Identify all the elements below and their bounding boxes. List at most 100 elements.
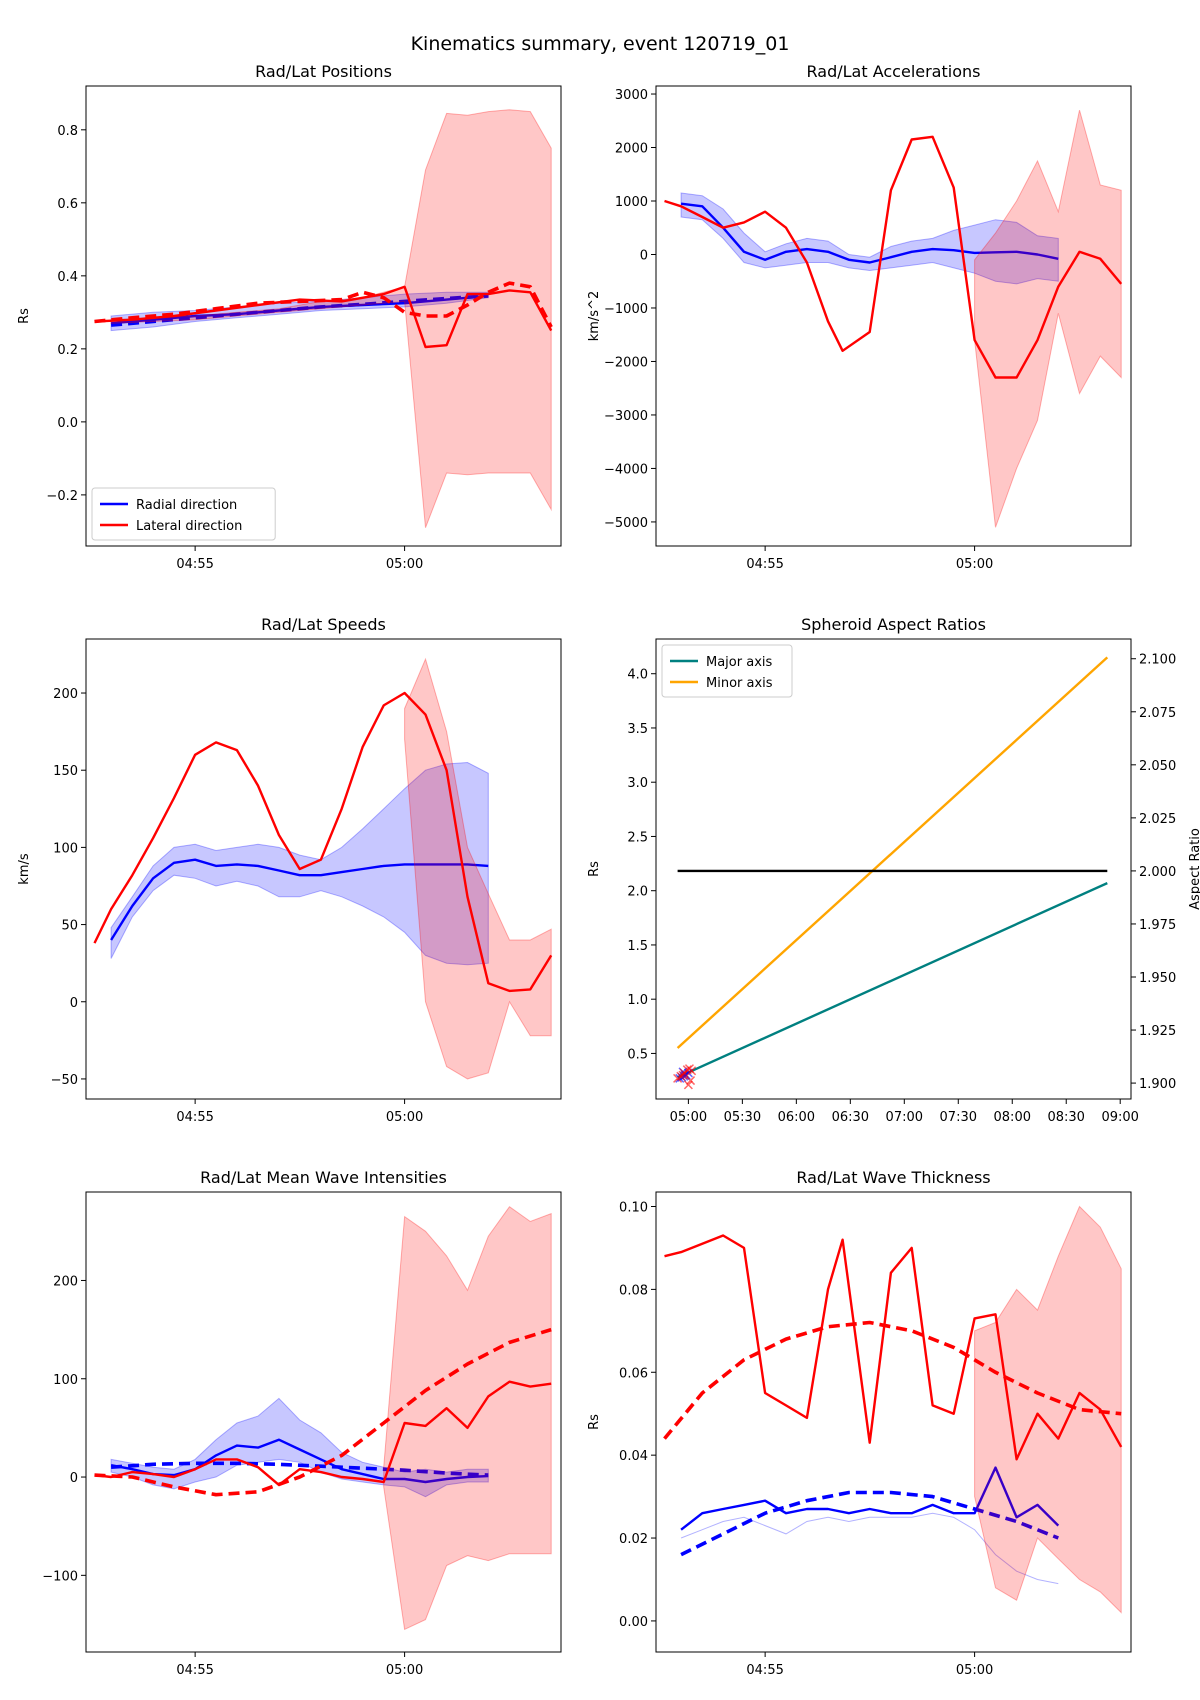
y2-tick-label: 1.900: [1139, 1077, 1176, 1092]
y-axis-label: Rs: [17, 308, 32, 324]
y-tick-label: 200: [53, 1274, 78, 1289]
series-lateral-band: [383, 1206, 552, 1631]
y2-tick-label: 2.050: [1139, 759, 1176, 774]
y-tick-label: −2000: [604, 355, 648, 370]
x-tick-label: 04:55: [176, 1663, 213, 1678]
y2-tick-label: 1.925: [1139, 1024, 1176, 1039]
series-lateral-fit: [94, 1327, 552, 1497]
x-tick-label: 04:55: [176, 1110, 213, 1125]
x-tick-label: 04:55: [176, 557, 213, 572]
y-tick-label: 150: [53, 764, 78, 779]
legend: Radial direction Lateral direction: [91, 487, 276, 541]
y-tick-label: 0.08: [619, 1283, 648, 1298]
x-tick-label: 04:55: [746, 557, 783, 572]
x-tick-label: 07:00: [886, 1110, 923, 1125]
y-tick-label: 1.0: [627, 993, 648, 1008]
series-radial-line: [680, 202, 1059, 264]
marker-lateral-markers-8: [686, 1076, 696, 1086]
y-tick-label: −4000: [604, 462, 648, 477]
series-radial-band: [110, 761, 489, 966]
y-tick-label: 2.5: [627, 830, 648, 845]
series-radial-fit: [680, 1490, 1059, 1557]
series-lateral-fit: [94, 281, 553, 328]
y-tick-label: 2.0: [627, 885, 648, 900]
y-tick-label: 0.02: [619, 1532, 648, 1547]
series-lateral-line: [94, 285, 553, 349]
chart-positions: 04:55 05:00 −0.2 0.0 0.2 0.4 0.6 0.8 Rad/Lat Pos…: [17, 62, 562, 572]
y-tick-label: 0.00: [619, 1615, 648, 1630]
chart-aspect: 05:00 05:30 06:00 06:30 07:00 07:30 08:00 08:30…: [587, 615, 1200, 1125]
x-tick-label: 04:55: [746, 1663, 783, 1678]
y-tick-label: −5000: [604, 516, 648, 531]
chart-accelerations: 04:55 05:00 −5000 −4000 −3000 −2000 −1000 0 1000…: [587, 62, 1132, 572]
x-tick-label: 05:00: [386, 557, 423, 572]
series-major-line: [677, 882, 1108, 1079]
series-radial-fit: [110, 294, 489, 327]
axes-frame: [85, 638, 562, 1100]
y-tick-label: 100: [53, 1373, 78, 1388]
y-tick-label: 0.2: [57, 343, 78, 358]
chart-title: Rad/Lat Positions: [255, 62, 392, 81]
legend-label: Radial direction: [136, 498, 237, 513]
chart-panels: 04:55 05:00 −0.2 0.0 0.2 0.4 0.6 0.8 Rad/Lat Pos…: [17, 62, 1200, 1678]
y-tick-label: −0.2: [46, 489, 78, 504]
y-tick-label: −100: [42, 1569, 78, 1584]
legend-box: [661, 644, 793, 698]
y2-tick-label: 1.975: [1139, 918, 1176, 933]
y-tick-label: −3000: [604, 409, 648, 424]
axes-frame: [655, 638, 1132, 1100]
y-tick-label: 50: [61, 919, 78, 934]
y-tick-label: 1.5: [627, 939, 648, 954]
series-lateral-band: [974, 1205, 1122, 1614]
chart-title: Rad/Lat Mean Wave Intensities: [200, 1168, 447, 1187]
y-tick-label: 0: [640, 248, 648, 263]
y-tick-label: 0: [70, 996, 78, 1011]
x-tick-label: 05:00: [670, 1110, 707, 1125]
series-lateral-line: [664, 135, 1123, 379]
x-tick-label: 05:00: [386, 1110, 423, 1125]
chart-thickness: 04:55 05:00 0.00 0.02 0.04 0.06 0.08 0.10 Rad/La…: [587, 1168, 1132, 1678]
y-tick-label: 0.8: [57, 124, 78, 139]
chart-intensities: 04:55 05:00 −100 0 100 200 Rad/Lat Mean Wave I…: [42, 1168, 562, 1678]
series-radial-fit: [110, 1461, 489, 1477]
series-lateral-line: [93, 691, 553, 993]
marker-lateral-markers-5: [687, 1066, 697, 1076]
y-tick-label: 0.6: [57, 197, 78, 212]
x-tick-label: 07:30: [940, 1110, 977, 1125]
series-radial-band: [110, 1397, 489, 1498]
x-tick-label: 06:00: [778, 1110, 815, 1125]
series-minor-line: [676, 656, 1109, 1049]
chart-title: Rad/Lat Wave Thickness: [796, 1168, 990, 1187]
series-lateral-fit: [663, 1320, 1122, 1440]
y-tick-label: 3.5: [627, 722, 648, 737]
y-tick-label: 2000: [615, 142, 648, 157]
axes-frame: [85, 1191, 562, 1653]
y-tick-label: 0.0: [57, 416, 78, 431]
y-axis-label: km/s^2: [587, 291, 602, 342]
x-tick-label: 08:00: [994, 1110, 1031, 1125]
y-tick-label: 4.0: [627, 668, 648, 683]
y-tick-label: −1000: [604, 302, 648, 317]
y-tick-label: 200: [53, 687, 78, 702]
figure-title: Kinematics summary, event 120719_01: [411, 33, 790, 55]
legend-label: Major axis: [706, 655, 772, 670]
y2-tick-label: 1.950: [1139, 971, 1176, 986]
marker-lateral-markers-7: [678, 1070, 688, 1080]
y-tick-label: 3000: [615, 88, 648, 103]
y-tick-label: 0.4: [57, 270, 78, 285]
series-radial-line: [680, 1466, 1060, 1531]
y2-tick-label: 2.100: [1139, 653, 1176, 668]
y-tick-label: 0.04: [619, 1449, 648, 1464]
y-tick-label: 0.5: [627, 1047, 648, 1062]
marker-lateral-markers-6: [683, 1080, 693, 1090]
x-tick-label: 08:30: [1047, 1110, 1084, 1125]
x-tick-label: 05:00: [956, 1663, 993, 1678]
y-tick-label: 1000: [615, 195, 648, 210]
chart-title: Rad/Lat Speeds: [261, 615, 386, 634]
y-axis-label: km/s: [17, 853, 32, 885]
y-tick-label: 0: [70, 1471, 78, 1486]
legend-label: Minor axis: [706, 676, 773, 691]
y2-axis-label: Aspect Ratio: [1188, 828, 1200, 910]
x-tick-label: 05:00: [956, 557, 993, 572]
